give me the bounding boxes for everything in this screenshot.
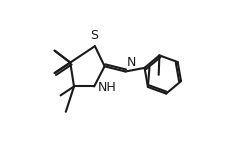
Text: S: S — [90, 29, 98, 42]
Text: N: N — [127, 56, 136, 69]
Text: NH: NH — [97, 81, 116, 94]
